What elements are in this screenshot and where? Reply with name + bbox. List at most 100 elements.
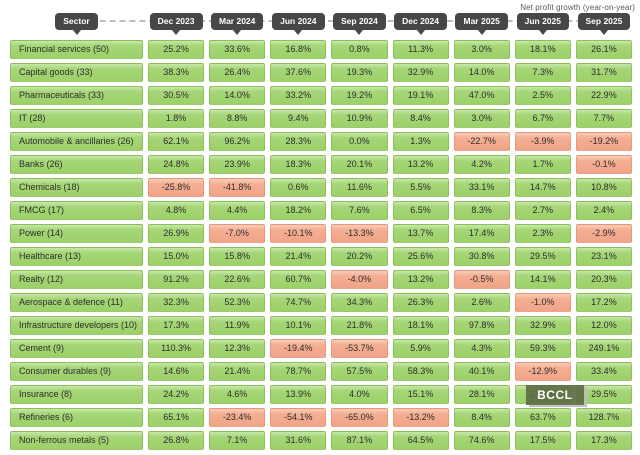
sector-cell: Power (14) <box>10 224 143 243</box>
value-cell: 26.4% <box>209 63 266 82</box>
column-tag-cell: Dec 2024 <box>393 13 449 30</box>
value-cell: 12.3% <box>209 339 266 358</box>
value-cell: -12.9% <box>514 362 571 381</box>
value-cell: 19.2% <box>331 86 388 105</box>
value-cell: 17.2% <box>575 293 632 312</box>
value-cell: 8.4% <box>453 408 510 427</box>
value-cell: 21.4% <box>270 247 327 266</box>
sector-cell: Banks (26) <box>10 155 143 174</box>
column-tag-cell: Jun 2025 <box>515 13 571 30</box>
column-tag-cell: Sep 2024 <box>331 13 387 30</box>
column-tag-cell: Mar 2025 <box>454 13 510 30</box>
value-cell: -1.0% <box>514 293 571 312</box>
value-cell: 74.6% <box>453 431 510 450</box>
value-cell: 0.8% <box>331 40 388 59</box>
column-tag-cell: Sector <box>10 13 143 30</box>
value-cell: -4.0% <box>331 270 388 289</box>
value-cell: 1.8% <box>148 109 205 128</box>
data-grid: Financial services (50) 25.2% 33.6% 16.8% 0.… <box>10 40 632 450</box>
value-cell: 23.1% <box>575 247 632 266</box>
column-tag-cell: Jun 2024 <box>270 13 326 30</box>
sector-cell: Non-ferrous metals (5) <box>10 431 143 450</box>
sector-cell: Cement (9) <box>10 339 143 358</box>
value-cell: 91.2% <box>148 270 205 289</box>
value-cell: 20.1% <box>331 155 388 174</box>
value-cell: 28.3% <box>270 132 327 151</box>
value-cell: -3.9% <box>514 132 571 151</box>
value-cell: 26.8% <box>148 431 205 450</box>
value-cell: 63.7% <box>514 408 571 427</box>
value-cell: 29.5% <box>514 247 571 266</box>
value-cell: 15.0% <box>148 247 205 266</box>
value-cell: -54.1% <box>270 408 327 427</box>
value-cell: 22.6% <box>209 270 266 289</box>
value-cell: 4.0% <box>331 385 388 404</box>
value-cell: 21.4% <box>209 362 266 381</box>
value-cell: 8.3% <box>453 201 510 220</box>
value-cell: 16.8% <box>270 40 327 59</box>
value-cell: 32.3% <box>148 293 205 312</box>
value-cell: 0.0% <box>331 132 388 151</box>
value-cell: 2.5% <box>514 86 571 105</box>
value-cell: 18.2% <box>270 201 327 220</box>
sector-cell: Capital goods (33) <box>10 63 143 82</box>
value-cell: -0.5% <box>453 270 510 289</box>
quarter-column-tag: Mar 2024 <box>210 13 264 30</box>
column-tag-cell: Mar 2024 <box>209 13 265 30</box>
column-tag-cell: Sep 2025 <box>576 13 632 30</box>
value-cell: 58.3% <box>392 362 449 381</box>
value-cell: 11.3% <box>392 40 449 59</box>
value-cell: 32.9% <box>514 316 571 335</box>
value-cell: -25.8% <box>148 178 205 197</box>
value-cell: 10.8% <box>575 178 632 197</box>
value-cell: 3.0% <box>453 109 510 128</box>
value-cell: 14.2%BCCL <box>514 385 584 405</box>
value-cell: 1.7% <box>514 155 571 174</box>
value-cell: 11.6% <box>331 178 388 197</box>
value-cell: 30.8% <box>453 247 510 266</box>
value-cell: -19.4% <box>270 339 327 358</box>
value-cell: 5.9% <box>392 339 449 358</box>
value-cell: 17.5% <box>514 431 571 450</box>
value-cell: 7.3% <box>514 63 571 82</box>
value-cell: 25.6% <box>392 247 449 266</box>
value-cell: 19.1% <box>392 86 449 105</box>
value-cell: 14.7% <box>514 178 571 197</box>
value-cell: 2.6% <box>453 293 510 312</box>
value-cell: 5.5% <box>392 178 449 197</box>
bccl-watermark: BCCL <box>525 385 584 405</box>
value-cell: 33.2% <box>270 86 327 105</box>
value-cell: 31.6% <box>270 431 327 450</box>
sector-cell: Refineries (6) <box>10 408 143 427</box>
value-cell: 8.4% <box>392 109 449 128</box>
value-cell: 4.2% <box>453 155 510 174</box>
value-cell: 26.9% <box>148 224 205 243</box>
sector-cell: Insurance (8) <box>10 385 143 404</box>
value-cell: 13.9% <box>270 385 327 404</box>
value-cell: 24.8% <box>148 155 205 174</box>
sector-column-tag: Sector <box>55 13 98 30</box>
value-cell: 249.1% <box>575 339 632 358</box>
value-cell: 31.7% <box>575 63 632 82</box>
value-cell: -65.0% <box>331 408 388 427</box>
value-cell: 3.0% <box>453 40 510 59</box>
value-cell: 14.0% <box>209 86 266 105</box>
value-cell: 22.9% <box>575 86 632 105</box>
header-row: Sector Dec 2023 Mar 2024 Jun 2024 Sep 2024 De… <box>10 13 632 30</box>
sector-cell: Healthcare (13) <box>10 247 143 266</box>
value-cell: 4.4% <box>209 201 266 220</box>
value-cell: 0.6% <box>270 178 327 197</box>
value-cell: 29.5% <box>575 385 632 404</box>
quarter-column-tag: Jun 2025 <box>516 13 569 30</box>
value-cell: 15.1% <box>392 385 449 404</box>
value-cell: 47.0% <box>453 86 510 105</box>
quarter-column-tag: Jun 2024 <box>272 13 325 30</box>
value-cell: -7.0% <box>209 224 266 243</box>
value-cell: -22.7% <box>453 132 510 151</box>
value-cell: 20.3% <box>575 270 632 289</box>
value-cell: -13.3% <box>331 224 388 243</box>
value-cell: 18.1% <box>392 316 449 335</box>
sector-cell: Chemicals (18) <box>10 178 143 197</box>
value-cell: 9.4% <box>270 109 327 128</box>
